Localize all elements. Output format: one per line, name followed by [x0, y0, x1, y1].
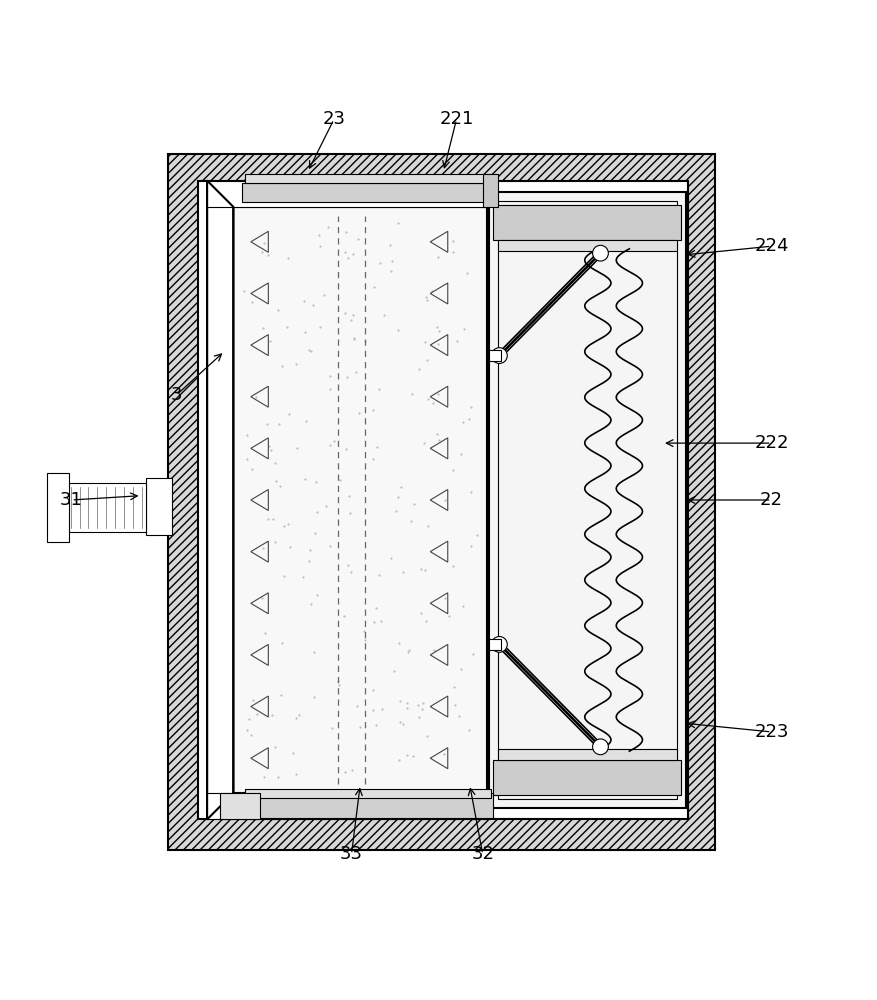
Text: 32: 32 [471, 845, 494, 863]
Bar [488, 192, 685, 808]
Bar [493, 205, 681, 240]
Bar [46, 473, 68, 542]
Bar [493, 760, 681, 795]
Circle shape [491, 348, 507, 363]
Bar [482, 174, 497, 207]
Text: 3: 3 [170, 386, 182, 404]
Text: 23: 23 [322, 110, 345, 128]
Bar [168, 154, 714, 850]
Bar [242, 183, 493, 202]
Bar [245, 174, 490, 183]
Text: 222: 222 [753, 434, 788, 452]
Text: 22: 22 [759, 491, 782, 509]
Bar [67, 483, 146, 532]
Bar [207, 793, 487, 819]
Bar [198, 181, 688, 819]
Text: 224: 224 [753, 237, 788, 255]
Bar [497, 749, 676, 760]
Bar [245, 789, 490, 798]
Bar [497, 201, 676, 799]
Text: 33: 33 [339, 845, 362, 863]
Circle shape [592, 245, 608, 261]
Bar [220, 793, 260, 819]
Bar [488, 639, 500, 650]
Text: 223: 223 [753, 723, 788, 741]
Bar [146, 478, 172, 535]
Bar [207, 181, 487, 207]
Circle shape [491, 637, 507, 652]
Bar [242, 793, 493, 818]
Circle shape [592, 739, 608, 755]
Polygon shape [207, 181, 233, 819]
Text: 221: 221 [438, 110, 474, 128]
Bar [233, 207, 487, 793]
Bar [497, 240, 676, 251]
Bar [488, 350, 500, 361]
Text: 31: 31 [60, 491, 82, 509]
